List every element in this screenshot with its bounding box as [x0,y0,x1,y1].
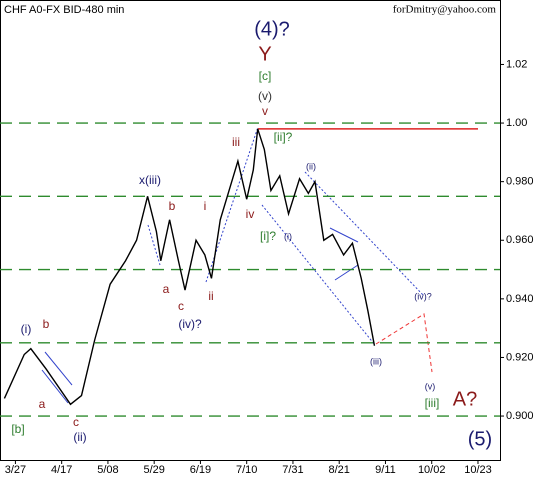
wave-label: (iv)? [414,291,432,301]
wave-label: (ii) [73,430,86,444]
wave-label: x(iii) [139,173,161,187]
wedge-line [334,264,359,281]
plot-frame [0,0,501,461]
wave-label: [i]? [260,229,276,243]
x-tick-label: 7/10 [236,464,257,476]
x-tick-label: 7/31 [282,464,303,476]
x-tick-label: 10/02 [418,464,446,476]
wedge-line [329,227,359,243]
wave-label: (v) [258,89,272,103]
wave-label: [c] [259,69,272,83]
chart-title: CHF A0-FX BID-480 min [4,4,124,16]
wave-label: (iv)? [178,317,202,331]
wave-label: (5) [468,428,492,450]
wave-label: iii [232,135,240,149]
y-tick-label: 0.900 [506,410,534,422]
wave-label: [b] [11,422,24,436]
channel-line [261,204,376,346]
wave-label: A? [453,388,477,410]
channel-line [147,224,161,266]
wedge-line [44,351,73,386]
wave-label: [ii]? [274,130,293,144]
channel-line [304,171,425,297]
wave-label: (v) [425,381,436,391]
wave-label: b [169,199,176,213]
wave-label: (i) [284,231,292,241]
wave-label: ii [208,289,213,303]
wave-label: v [262,104,268,118]
y-tick-label: 1.00 [506,117,527,129]
wave-label: i [204,199,207,213]
x-tick-label: 3/27 [5,464,26,476]
wave-label: a [39,397,46,411]
y-tick-label: 1.02 [506,58,527,70]
y-tick-label: 0.940 [506,293,534,305]
wave-label: (iii) [370,356,382,366]
chart-subtitle: forDmitry@yahoo.com [393,4,497,16]
wave-label: b [43,317,50,331]
x-tick-label: 6/19 [190,464,211,476]
wedge-line [41,369,69,404]
wave-label: Y [258,43,271,65]
price-line [3,128,376,406]
wave-label: c [178,299,184,313]
projection [375,313,433,373]
wave-label: (ii) [306,161,316,171]
channel-lines [147,126,425,346]
wave-label: (i) [21,322,32,336]
wave-label: (4)? [254,18,290,40]
y-tick-label: 0.980 [506,176,534,188]
channel-line [205,126,259,283]
y-tick-label: 0.960 [506,234,534,246]
x-tick-label: 5/29 [143,464,164,476]
x-tick-label: 10/23 [464,464,492,476]
wave-label: iv [246,207,255,221]
x-tick-label: 5/08 [97,464,118,476]
wave-label: c [73,415,79,429]
x-tick-label: 4/17 [51,464,72,476]
wedge-lines [41,227,359,404]
wave-label: [iii] [425,396,440,410]
y-tick-label: 0.920 [506,351,534,363]
x-tick-label: 8/21 [328,464,349,476]
wave-label: a [163,282,170,296]
x-tick-label: 9/11 [375,464,396,476]
